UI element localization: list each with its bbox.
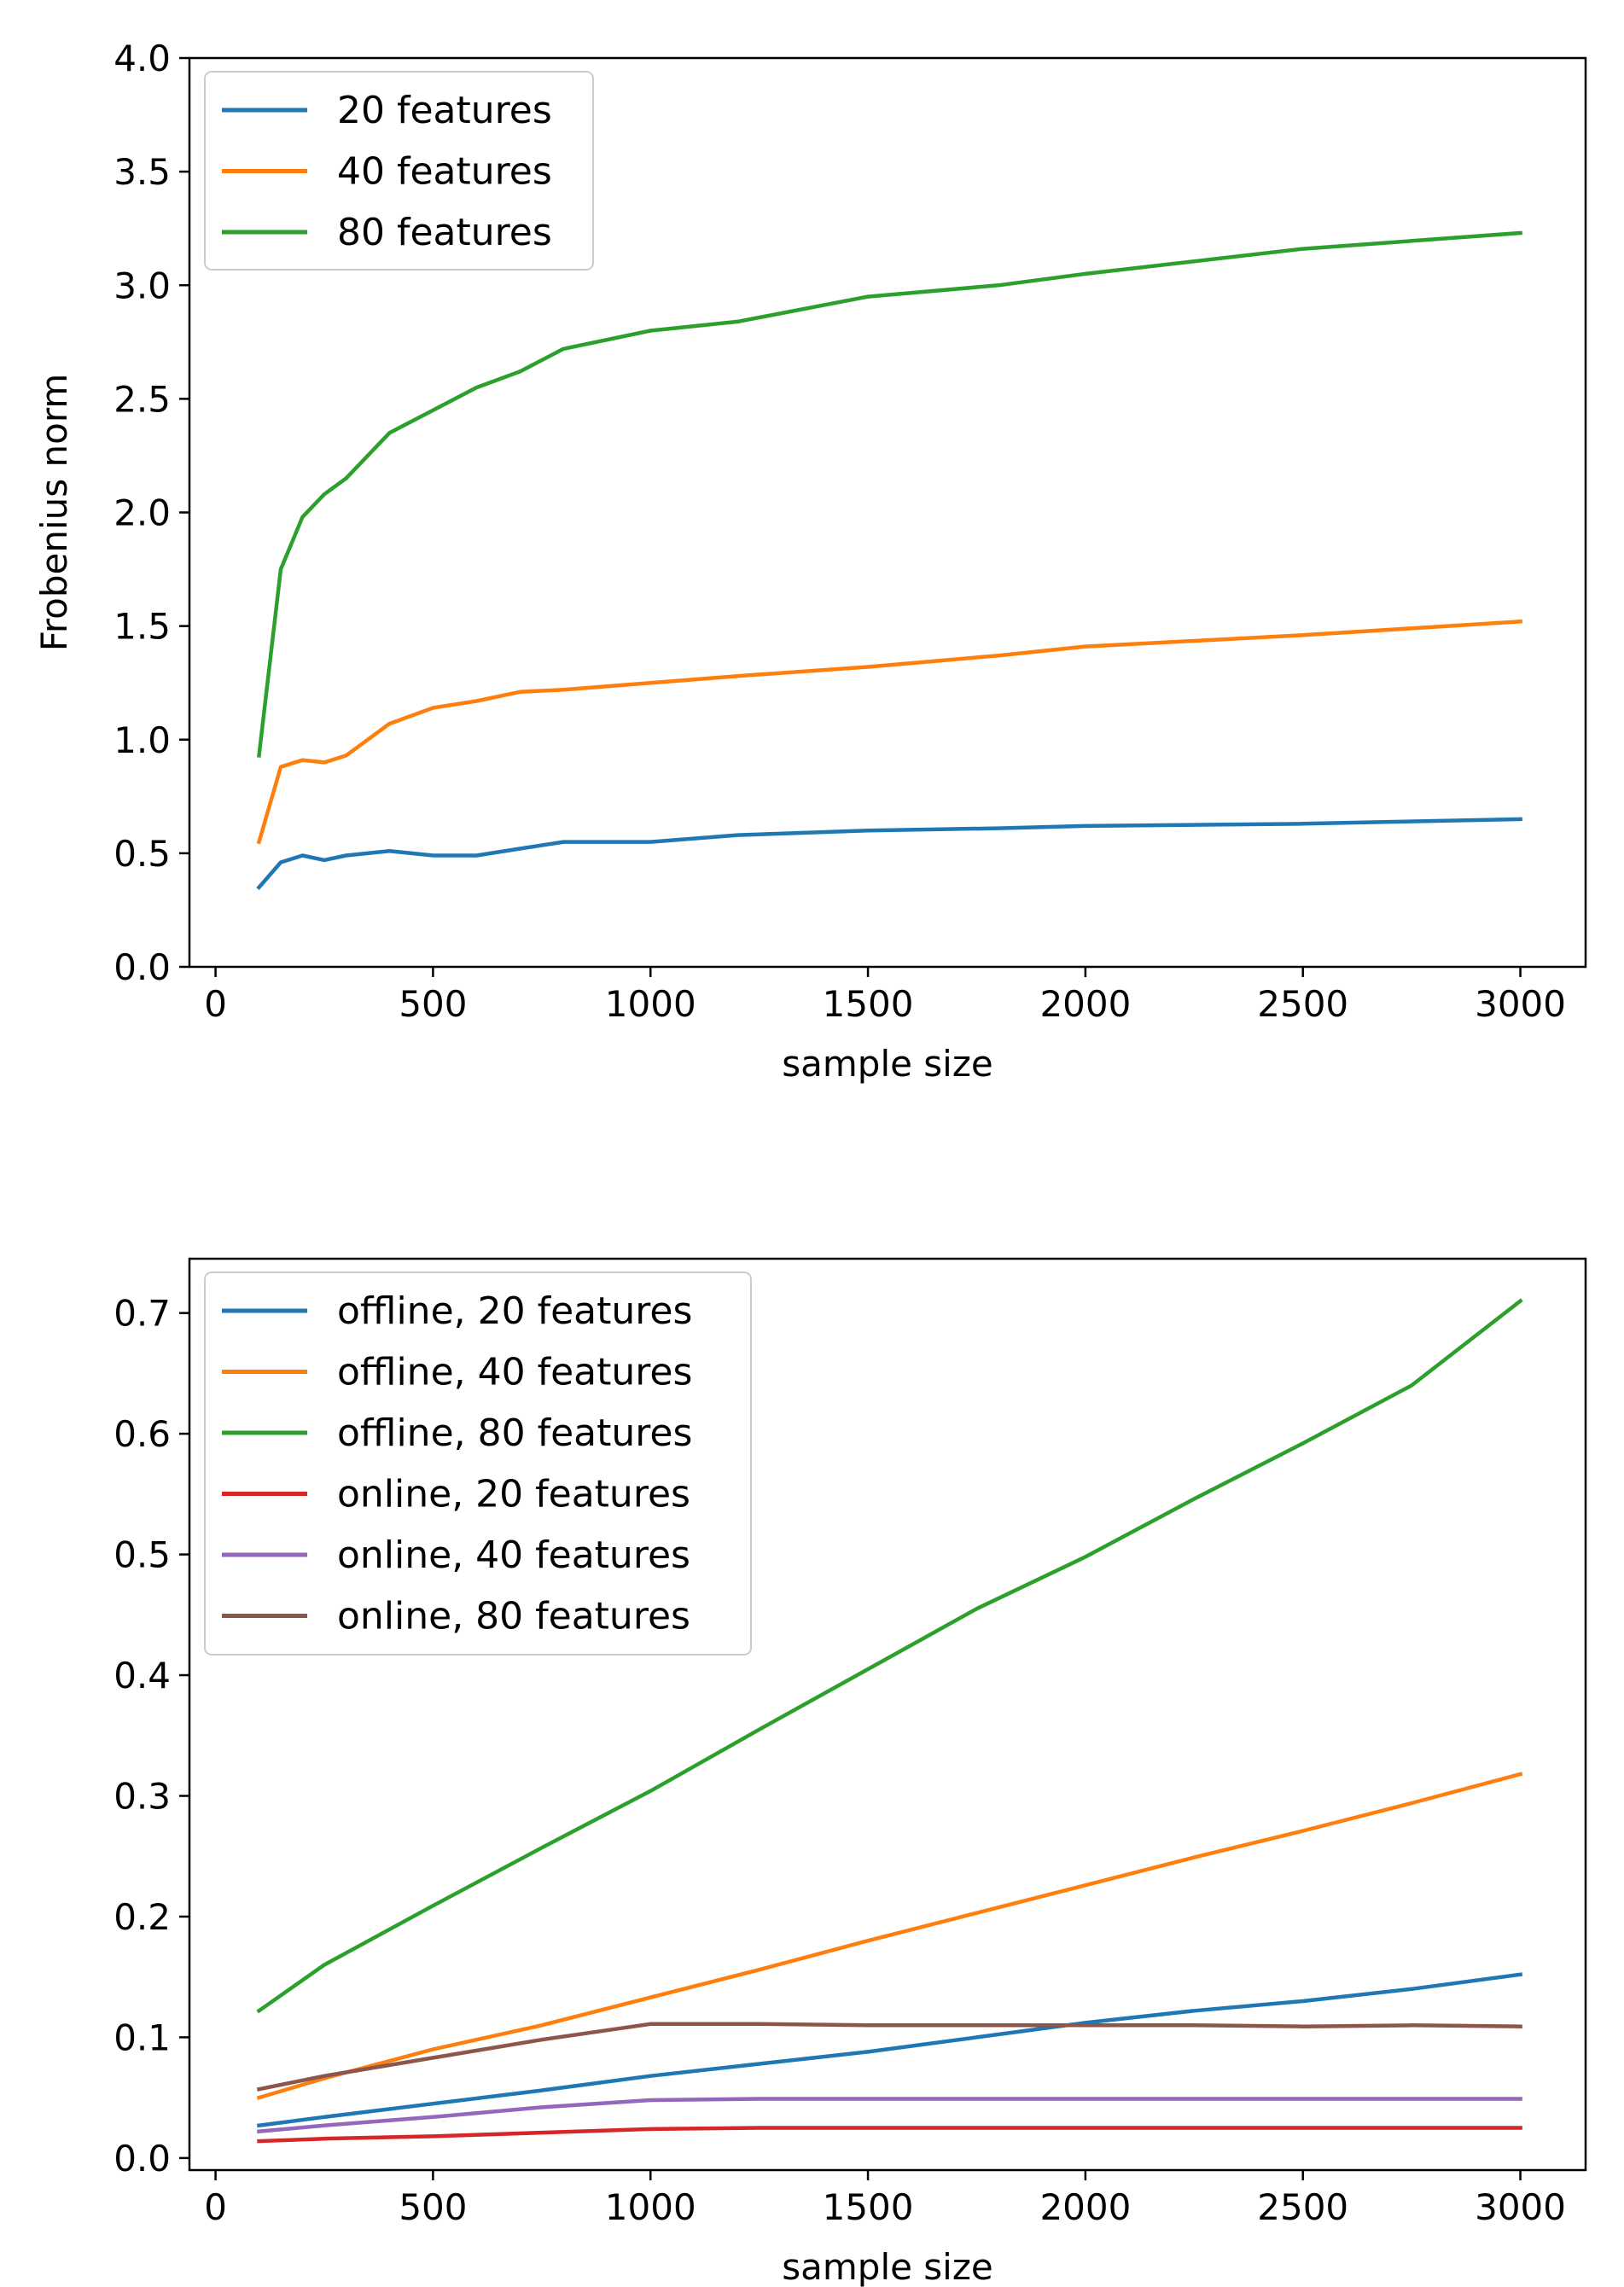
chart-2: 0 500 1000 1500 2000 2500 3000 0.0 0.1 0.2 0.3 0.4 0… (114, 1257, 1587, 2287)
series-line (256, 1298, 1523, 2014)
legend-label: 20 features (337, 89, 552, 132)
x-tick-label: 1500 (823, 2186, 914, 2228)
series-line (257, 230, 1523, 758)
y-tick-label: 1.5 (114, 606, 171, 648)
y-tick-label: 4.0 (114, 38, 171, 79)
legend-label: online, 20 features (337, 1473, 690, 1516)
y-tick-label: 2.5 (114, 378, 171, 420)
legend-label: offline, 80 features (337, 1411, 692, 1455)
series-line (256, 1972, 1523, 2128)
series-line (256, 619, 1522, 845)
legend-box (204, 71, 594, 271)
y-tick-label: 0.1 (114, 2016, 171, 2058)
series-line (256, 2022, 1522, 2092)
x-tick-label: 0 (204, 983, 227, 1025)
x-tick-label: 2500 (1257, 2186, 1348, 2228)
legend-label: 80 features (337, 211, 552, 254)
x-axis-label: sample size (782, 2246, 993, 2287)
x-tick-label: 3000 (1475, 2186, 1566, 2228)
legend-label: online, 40 features (337, 1533, 690, 1577)
y-tick-label: 2.0 (114, 492, 171, 534)
y-tick-label: 0.5 (114, 1534, 171, 1576)
legend-label: online, 80 features (337, 1595, 690, 1638)
x-tick-label: 2000 (1039, 2186, 1131, 2228)
legend: 20 features 40 features 80 features (204, 71, 594, 271)
y-tick-label: 0.5 (114, 833, 171, 875)
y-tick-label: 3.5 (114, 151, 171, 193)
y-tick-label: 0.4 (114, 1655, 171, 1696)
plot-frame (188, 1257, 1587, 2172)
legend: offline, 20 features offline, 40 features… (204, 1272, 752, 1656)
series-line (257, 2097, 1522, 2134)
y-tick-label: 0.0 (114, 946, 171, 988)
series-line (256, 817, 1522, 890)
y-tick-label: 0.6 (114, 1413, 171, 1455)
legend-label: 40 features (337, 150, 552, 194)
x-tick-label: 1000 (605, 983, 696, 1025)
x-tick-label: 1000 (605, 2186, 696, 2228)
x-axis-label: sample size (782, 1043, 993, 1085)
legend-label: offline, 40 features (337, 1351, 692, 1394)
x-tick-label: 500 (399, 983, 467, 1025)
y-tick-label: 0.0 (114, 2138, 171, 2179)
y-tick-label: 0.3 (114, 1775, 171, 1817)
legend-label: offline, 20 features (337, 1289, 692, 1333)
x-tick-label: 2500 (1257, 983, 1348, 1025)
legend-box (204, 1272, 752, 1656)
x-tick-label: 3000 (1475, 983, 1566, 1025)
x-tick-label: 500 (399, 2186, 467, 2228)
x-tick-label: 0 (204, 2186, 227, 2228)
y-tick-label: 3.0 (114, 265, 171, 306)
y-tick-label: 0.2 (114, 1896, 171, 1938)
x-tick-label: 2000 (1039, 983, 1131, 1025)
y-axis-label: Frobenius norm (33, 374, 75, 652)
series-line (256, 1772, 1523, 2100)
chart-1: 0 500 1000 1500 2000 2500 3000 0.0 0.5 1.0 1.5 2.0 2… (33, 38, 1587, 1085)
y-tick-label: 0.7 (114, 1293, 171, 1335)
series-line (257, 2126, 1522, 2144)
x-tick-label: 1500 (823, 983, 914, 1025)
y-tick-label: 1.0 (114, 719, 171, 761)
